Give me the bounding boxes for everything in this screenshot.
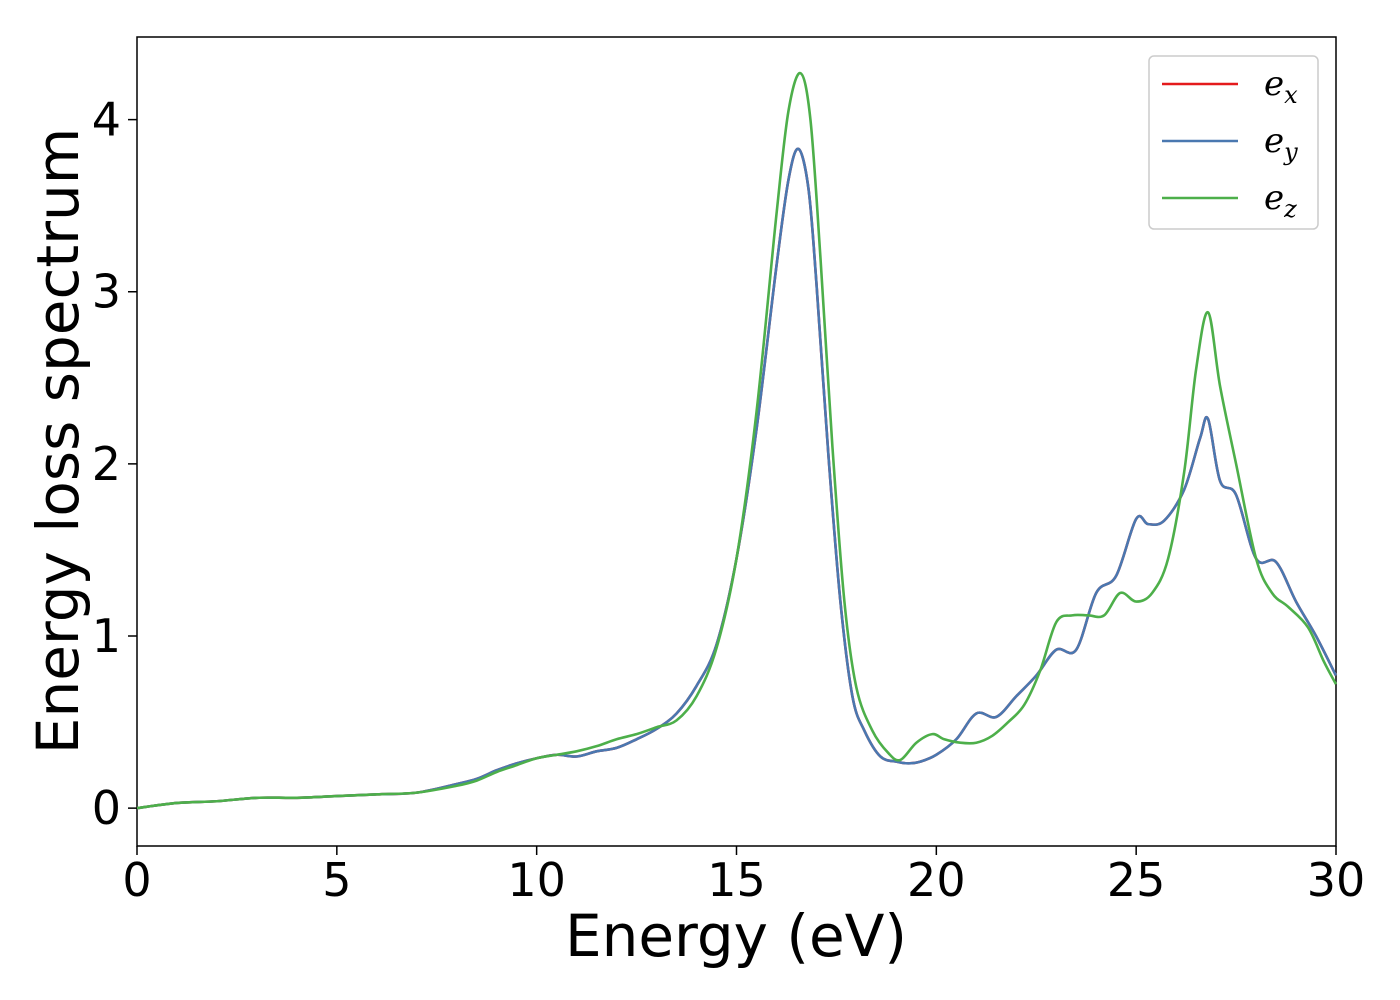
x-tick-label: 0 — [122, 853, 151, 907]
y-axis-ticks: 0 1 2 3 4 — [92, 93, 137, 835]
y-tick-label: 1 — [92, 609, 121, 663]
y-tick-label: 2 — [92, 437, 121, 491]
x-tick-label: 5 — [322, 853, 351, 907]
series-line-e_x — [136, 147, 1338, 810]
legend-label-main: e — [1264, 121, 1284, 161]
legend-label-e_z: ez — [1264, 178, 1297, 223]
x-axis-ticks: 0 5 10 15 20 25 30 — [122, 846, 1365, 907]
x-tick-label: 25 — [1107, 853, 1166, 907]
y-tick-label: 3 — [92, 265, 121, 319]
legend-label-main: e — [1264, 64, 1284, 104]
legend-label-e_x: ex — [1264, 64, 1298, 109]
legend-label-sub: y — [1283, 138, 1298, 166]
legend-box — [1148, 55, 1319, 230]
y-tick-label: 4 — [92, 93, 121, 147]
x-tick-label: 10 — [507, 853, 566, 907]
x-axis-title: Energy (eV) — [565, 902, 907, 970]
legend-label-main: e — [1264, 178, 1284, 218]
x-tick-label: 30 — [1307, 853, 1366, 907]
legend-label-sub: x — [1284, 81, 1298, 109]
legend-label-sub: z — [1283, 195, 1297, 223]
x-tick-label: 20 — [907, 853, 966, 907]
series-layer — [136, 71, 1338, 810]
x-tick-label: 15 — [707, 853, 766, 907]
legend-label-e_y: ey — [1264, 121, 1298, 166]
series-line-e_z — [136, 71, 1338, 810]
y-tick-label: 0 — [92, 781, 121, 835]
series-line-e_y — [136, 147, 1338, 810]
y-axis-title: Energy loss spectrum — [24, 128, 92, 754]
